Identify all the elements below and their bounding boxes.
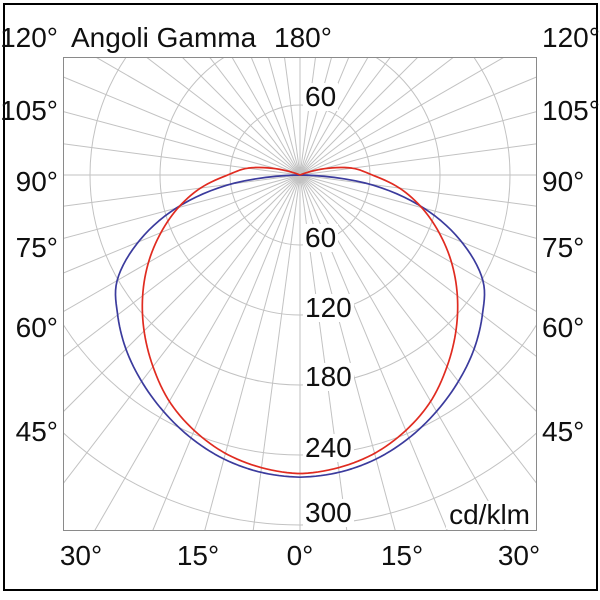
grid-ray-322.5 bbox=[63, 174, 301, 485]
grid-ray-120 bbox=[299, 57, 506, 176]
angle-label-left-60°: 60° bbox=[15, 312, 58, 343]
grid-ray-307.5 bbox=[63, 174, 301, 358]
radial-tick-label-0-60: 60 bbox=[303, 81, 339, 112]
grid-ray-255 bbox=[63, 110, 301, 176]
grid-ray-285 bbox=[63, 174, 301, 240]
grid-ray-300 bbox=[63, 174, 301, 313]
grid-ray-22.5 bbox=[299, 174, 449, 531]
grid-ray-247.5 bbox=[63, 76, 301, 176]
grid-ray-82.5 bbox=[299, 174, 537, 207]
grid-ray-292.5 bbox=[63, 174, 301, 274]
angle-label-top-right-120: 120° bbox=[542, 22, 600, 53]
grid-ray-277.5 bbox=[63, 174, 301, 207]
angle-label-right-90°: 90° bbox=[542, 166, 585, 197]
grid-ray-135 bbox=[299, 57, 419, 176]
chart-title: Angoli Gamma bbox=[71, 22, 257, 53]
grid-ray-262.5 bbox=[63, 143, 301, 176]
grid-ray-75 bbox=[299, 174, 537, 240]
grid-ray-157.5 bbox=[299, 57, 350, 176]
grid-ray-60 bbox=[299, 174, 537, 313]
polar-plot bbox=[63, 57, 537, 531]
grid-ray-97.5 bbox=[299, 143, 537, 176]
grid-ray-67.5 bbox=[299, 174, 537, 274]
angle-label-bottom-3-15°: 15° bbox=[380, 540, 424, 571]
grid-ray-112.5 bbox=[299, 76, 537, 176]
angle-label-left-45°: 45° bbox=[15, 416, 58, 447]
grid-ray-210 bbox=[231, 57, 301, 176]
angle-label-bottom-1-15°: 15° bbox=[176, 540, 220, 571]
grid-ray-352.5 bbox=[252, 174, 301, 531]
angle-label-right-45°: 45° bbox=[542, 416, 585, 447]
angle-label-right-105°: 105° bbox=[542, 95, 600, 126]
radial-tick-label-2-120: 120 bbox=[303, 292, 354, 323]
grid-ray-105 bbox=[299, 110, 537, 176]
grid-ray-142.5 bbox=[299, 57, 392, 176]
grid-ray-30 bbox=[299, 174, 507, 531]
angle-label-left-90°: 90° bbox=[15, 166, 58, 197]
curve_blue bbox=[114, 174, 486, 479]
angle-label-top-left-120: 120° bbox=[0, 22, 58, 53]
grid-ray-232.5 bbox=[145, 57, 301, 176]
grid-ray-337.5 bbox=[151, 174, 301, 531]
angle-label-bottom-0-30°: 30° bbox=[59, 540, 103, 571]
grid-ray-187.5 bbox=[283, 57, 301, 176]
grid-ray-225 bbox=[181, 57, 301, 176]
radial-tick-label-4-240: 240 bbox=[303, 432, 354, 463]
grid-ray-330 bbox=[93, 174, 301, 531]
angle-label-left-75°: 75° bbox=[15, 232, 58, 263]
curve_red bbox=[141, 166, 459, 475]
radial-tick-label-1-60: 60 bbox=[303, 222, 339, 253]
grid-ray-172.5 bbox=[299, 57, 317, 176]
grid-ray-202.5 bbox=[250, 57, 301, 176]
grid-ray-37.5 bbox=[299, 174, 537, 485]
grid-ray-127.5 bbox=[299, 57, 455, 176]
grid-ray-195 bbox=[267, 57, 301, 176]
angle-label-180: 180° bbox=[274, 22, 332, 53]
angle-label-right-60°: 60° bbox=[542, 312, 585, 343]
grid-ray-52.5 bbox=[299, 174, 537, 358]
grid-ray-165 bbox=[299, 57, 333, 176]
polar-grid bbox=[63, 57, 537, 531]
grid-ray-15 bbox=[299, 174, 396, 531]
radial-tick-label-5-300: 300 bbox=[303, 497, 354, 528]
grid-ray-315 bbox=[63, 174, 301, 413]
grid-ray-217.5 bbox=[208, 57, 301, 176]
angle-label-bottom-4-30°: 30° bbox=[497, 540, 541, 571]
radial-tick-label-3-180: 180 bbox=[303, 361, 354, 392]
grid-ray-150 bbox=[299, 57, 369, 176]
grid-ray-345 bbox=[204, 174, 301, 531]
angle-label-bottom-2-0°: 0° bbox=[286, 540, 314, 571]
angle-label-left-105°: 105° bbox=[0, 95, 58, 126]
curves-layer bbox=[114, 166, 486, 479]
plot-border bbox=[63, 57, 537, 531]
grid-ray-45 bbox=[299, 174, 537, 413]
grid-ray-240 bbox=[94, 57, 301, 176]
angle-label-right-75°: 75° bbox=[542, 232, 585, 263]
unit-label: cd/klm bbox=[446, 501, 533, 529]
